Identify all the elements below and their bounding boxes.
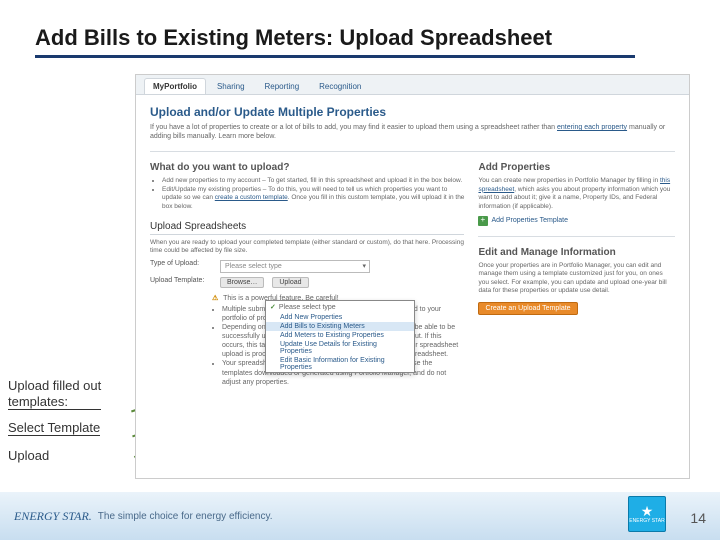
- upload-template-row: Upload Template: Browse… Upload: [150, 277, 464, 288]
- side-text: Once your properties are in Portfolio Ma…: [478, 262, 675, 296]
- intro-link[interactable]: entering each property: [557, 124, 627, 131]
- section-heading: What do you want to upload?: [150, 162, 464, 173]
- bullet-add-new: Add new properties to my account – To ge…: [162, 177, 464, 185]
- slide-footer: ENERGY STAR. The simple choice for energ…: [0, 492, 720, 540]
- add-properties-template-link[interactable]: Add Properties Template: [478, 216, 675, 226]
- warning-icon: ⚠: [212, 295, 218, 302]
- upload-button[interactable]: Upload: [272, 277, 308, 288]
- tab-reporting[interactable]: Reporting: [255, 78, 308, 94]
- footer-tagline: The simple choice for energy efficiency.: [98, 511, 273, 522]
- side-heading: Add Properties: [478, 162, 675, 173]
- dropdown-option[interactable]: Add Meters to Existing Properties: [266, 331, 414, 340]
- add-properties-block: Add Properties You can create new proper…: [478, 162, 675, 226]
- row-label: Type of Upload:: [150, 260, 212, 273]
- intro-text: If you have a lot of properties to creat…: [150, 123, 675, 141]
- slide-title: Add Bills to Existing Meters: Upload Spr…: [35, 25, 635, 58]
- tab-myportfolio[interactable]: MyPortfolio: [144, 78, 206, 94]
- row-label: Upload Template:: [150, 277, 212, 288]
- dropdown-option[interactable]: Update Use Details for Existing Properti…: [266, 340, 414, 356]
- page-header: Upload and/or Update Multiple Properties…: [136, 95, 689, 147]
- upload-type-dropdown-open: ✓ Please select type Add New Properties …: [265, 300, 415, 373]
- tab-recognition[interactable]: Recognition: [310, 78, 370, 94]
- page-number: 14: [690, 510, 706, 526]
- bullet-edit-existing: Edit/Update my existing properties – To …: [162, 186, 464, 211]
- divider: [150, 151, 675, 152]
- right-column: Add Properties You can create new proper…: [478, 156, 675, 387]
- star-icon: ★: [641, 504, 654, 518]
- page-title: Upload and/or Update Multiple Properties: [150, 105, 675, 119]
- dropdown-option[interactable]: Add New Properties: [266, 313, 414, 322]
- tab-sharing[interactable]: Sharing: [208, 78, 254, 94]
- side-heading: Edit and Manage Information: [478, 247, 675, 258]
- annotation-line: Upload filled out: [8, 378, 101, 393]
- section-heading: Upload Spreadsheets: [150, 221, 464, 235]
- annotation-select-template: Select Template: [8, 420, 100, 436]
- tab-bar: MyPortfolio Sharing Reporting Recognitio…: [136, 75, 689, 95]
- annotation-line: templates:: [8, 394, 68, 409]
- side-text: You can create new properties in Portfol…: [478, 177, 675, 211]
- browse-button[interactable]: Browse…: [220, 277, 264, 288]
- footer-brand: ENERGY STAR.: [14, 509, 92, 524]
- energy-star-logo: ★ ENERGY STAR: [628, 496, 666, 532]
- dropdown-option[interactable]: Edit Basic Information for Existing Prop…: [266, 356, 414, 372]
- divider: [478, 236, 675, 237]
- app-screenshot: MyPortfolio Sharing Reporting Recognitio…: [135, 74, 690, 479]
- upload-type-select[interactable]: Please select type: [220, 260, 370, 273]
- dropdown-placeholder-row: ✓ Please select type: [266, 301, 414, 313]
- check-icon: ✓: [270, 303, 276, 311]
- edit-manage-block: Edit and Manage Information Once your pr…: [478, 247, 675, 315]
- type-of-upload-row: Type of Upload: Please select type: [150, 260, 464, 273]
- dropdown-option[interactable]: Add Bills to Existing Meters: [266, 322, 414, 331]
- create-template-link[interactable]: create a custom template: [215, 194, 288, 201]
- create-upload-template-button[interactable]: Create an Upload Template: [478, 302, 577, 315]
- spreadsheet-icon: [478, 216, 488, 226]
- annotation-upload: Upload: [8, 448, 49, 463]
- annotation-upload-templates: Upload filled out templates:: [8, 378, 101, 410]
- section-desc: When you are ready to upload your comple…: [150, 239, 464, 256]
- what-upload-section: What do you want to upload? Add new prop…: [150, 162, 464, 211]
